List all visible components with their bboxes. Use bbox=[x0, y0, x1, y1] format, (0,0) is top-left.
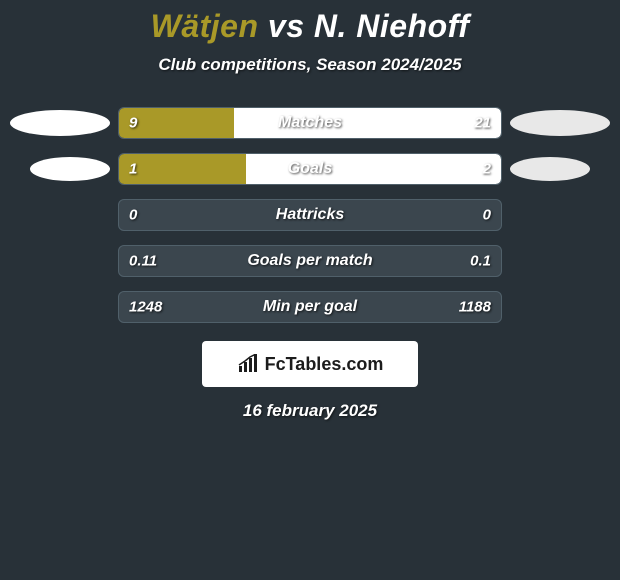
stat-row: 1 Goals 2 bbox=[10, 153, 610, 185]
stat-label: Min per goal bbox=[263, 298, 357, 316]
logo-text: FcTables.com bbox=[265, 354, 384, 375]
team-badge-left bbox=[10, 110, 110, 136]
stat-bar: 0 Hattricks 0 bbox=[118, 199, 502, 231]
page-title: Wätjen vs N. Niehoff bbox=[0, 8, 620, 45]
stat-bar: 0.11 Goals per match 0.1 bbox=[118, 245, 502, 277]
team-badge-left bbox=[30, 157, 110, 181]
stat-row: 1248 Min per goal 1188 bbox=[10, 291, 610, 323]
stat-value-right: 2 bbox=[483, 161, 491, 178]
subtitle: Club competitions, Season 2024/2025 bbox=[0, 55, 620, 75]
stat-value-right: 0.1 bbox=[470, 253, 491, 270]
stat-value-left: 1248 bbox=[129, 299, 162, 316]
stat-row: 0 Hattricks 0 bbox=[10, 199, 610, 231]
stat-bar: 1 Goals 2 bbox=[118, 153, 502, 185]
stat-value-left: 0 bbox=[129, 207, 137, 224]
player2-name: N. Niehoff bbox=[314, 8, 470, 44]
bar-fill-player2 bbox=[246, 154, 501, 184]
stat-row: 9 Matches 21 bbox=[10, 107, 610, 139]
stat-value-left: 1 bbox=[129, 161, 137, 178]
stat-label: Goals bbox=[288, 160, 332, 178]
stat-label: Hattricks bbox=[276, 206, 344, 224]
comparison-infographic: Wätjen vs N. Niehoff Club competitions, … bbox=[0, 0, 620, 421]
stat-label: Matches bbox=[278, 114, 342, 132]
source-logo: FcTables.com bbox=[202, 341, 418, 387]
stat-value-right: 1188 bbox=[459, 299, 491, 316]
player1-name: Wätjen bbox=[151, 8, 259, 44]
stat-label: Goals per match bbox=[247, 252, 372, 270]
stat-bar: 1248 Min per goal 1188 bbox=[118, 291, 502, 323]
team-badge-right bbox=[510, 157, 590, 181]
vs-label: vs bbox=[268, 8, 305, 44]
stat-value-left: 0.11 bbox=[129, 253, 157, 270]
team-badge-right bbox=[510, 110, 610, 136]
bar-chart-icon bbox=[237, 354, 261, 374]
stats-rows: 9 Matches 21 1 Goals 2 0 Hattricks 0 0.11 Goals pe… bbox=[0, 107, 620, 323]
stat-bar: 9 Matches 21 bbox=[118, 107, 502, 139]
stat-row: 0.11 Goals per match 0.1 bbox=[10, 245, 610, 277]
bar-fill-player2 bbox=[234, 108, 501, 138]
stat-value-right: 21 bbox=[474, 115, 491, 132]
stat-value-right: 0 bbox=[483, 207, 491, 224]
stat-value-left: 9 bbox=[129, 115, 137, 132]
date-label: 16 february 2025 bbox=[0, 401, 620, 421]
bar-fill-player1 bbox=[119, 154, 246, 184]
